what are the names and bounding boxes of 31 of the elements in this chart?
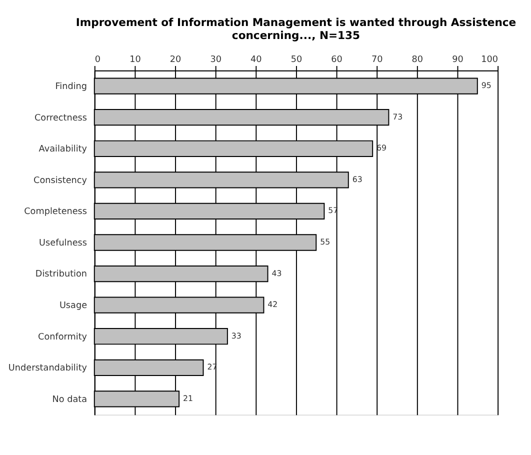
y-tick-label: Usefulness — [39, 238, 88, 248]
x-tick-label: 30 — [210, 55, 222, 66]
y-tick-label: Finding — [55, 82, 88, 92]
y-tick-label: No data — [52, 394, 88, 405]
y-tick-label: Conformity — [38, 332, 88, 342]
x-tick-label: 80 — [412, 55, 424, 66]
x-tick-label: 0 — [94, 55, 101, 66]
data-label: 33 — [231, 331, 242, 340]
y-tick-label: Correctness — [34, 113, 88, 124]
y-tick-label: Completeness — [24, 207, 88, 218]
x-tick-label: 50 — [290, 55, 302, 66]
x-tick-label: 20 — [170, 55, 182, 66]
x-tick-label: 70 — [371, 55, 384, 66]
x-tick-label: 40 — [250, 55, 262, 66]
x-tick-label: 90 — [452, 55, 464, 66]
y-tick-label: Consistency — [34, 176, 88, 186]
y-tick-label: Understandability — [8, 364, 88, 374]
x-tick-label: 10 — [130, 55, 142, 66]
data-label: 63 — [352, 174, 362, 184]
data-label: 21 — [183, 394, 194, 403]
data-label: 95 — [481, 81, 492, 90]
data-label: 55 — [320, 237, 330, 246]
x-tick-label: 60 — [331, 55, 343, 66]
y-tick-label: Usage — [59, 301, 88, 312]
data-label: 73 — [392, 112, 403, 122]
y-tick-label: Availability — [38, 144, 88, 155]
data-label: 43 — [272, 268, 282, 278]
data-label: 42 — [268, 300, 278, 310]
y-tick-label: Distribution — [35, 270, 88, 280]
chart-title: Improvement of Information Management is wanted through Assistence concerning..., N=135 — [76, 16, 516, 42]
x-tick-label: 100 — [481, 55, 498, 66]
